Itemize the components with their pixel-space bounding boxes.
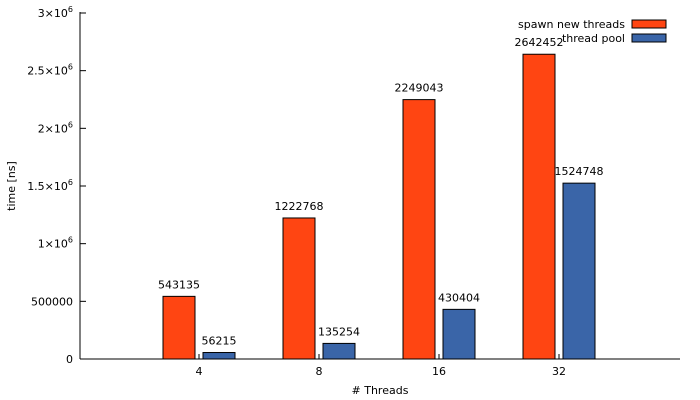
x-tick-label: 4 <box>196 365 203 378</box>
x-tick-label: 8 <box>316 365 323 378</box>
bar-spawn-new-threads <box>522 53 556 360</box>
x-axis-ticks: 4 8 16 32 <box>196 354 566 378</box>
bar-value-label: 1222768 <box>275 200 324 213</box>
bar-value-label: 543135 <box>158 278 200 291</box>
y-axis-label: time [ns] <box>5 161 18 211</box>
legend-swatch <box>631 33 667 43</box>
bar-value-label: 430404 <box>438 291 480 304</box>
bar-thread-pool <box>322 342 356 360</box>
x-axis-label: # Threads <box>352 384 409 397</box>
legend-label: thread pool <box>562 32 625 45</box>
y-tick-label: 2×106 <box>38 120 73 135</box>
bar-series <box>162 53 596 360</box>
bar-value-label: 2642452 <box>515 36 564 49</box>
bar-value-label: 56215 <box>202 335 237 348</box>
y-tick-label: 0 <box>66 353 73 366</box>
y-axis-ticks: 0 500000 1×106 1.5×106 2×106 2.5×106 3×106 <box>27 5 86 366</box>
bar-spawn-new-threads <box>402 99 436 360</box>
bar-value-label: 2249043 <box>395 82 444 95</box>
x-tick-label: 16 <box>432 365 446 378</box>
legend-swatch <box>631 19 667 29</box>
bar-spawn-new-threads <box>162 295 196 360</box>
bar-value-label: 1524748 <box>555 165 604 178</box>
bar-data-labels: 543135 56215 1222768 135254 2249043 430404 264… <box>158 36 604 347</box>
bar-spawn-new-threads <box>282 217 316 360</box>
x-tick-label: 32 <box>552 365 566 378</box>
bar-thread-pool <box>442 308 476 360</box>
legend-label: spawn new threads <box>518 18 625 31</box>
y-tick-label: 1.5×106 <box>27 178 73 193</box>
y-tick-label: 500000 <box>31 295 73 308</box>
bar-thread-pool <box>202 352 236 360</box>
y-tick-label: 3×106 <box>38 5 73 20</box>
bar-thread-pool <box>562 182 596 360</box>
y-tick-label: 2.5×106 <box>27 63 73 78</box>
y-tick-label: 1×106 <box>38 236 73 251</box>
bar-value-label: 135254 <box>318 325 360 338</box>
